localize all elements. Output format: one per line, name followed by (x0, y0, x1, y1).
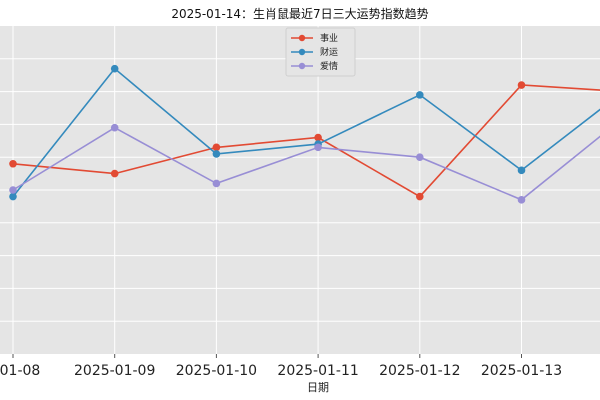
legend-marker (298, 48, 306, 56)
chart-title: 2025-01-14：生肖鼠最近7日三大运势指数趋势 (171, 6, 428, 21)
data-point (416, 153, 424, 161)
data-point (110, 64, 119, 73)
data-point (212, 143, 221, 152)
series-points (9, 64, 526, 204)
data-point (9, 192, 17, 201)
data-point (314, 143, 322, 152)
x-axis-ticks: 5-01-08 2025-01-09 2025-01-10 2025-01-11 202… (0, 354, 562, 379)
data-point (416, 192, 424, 201)
data-point (110, 123, 119, 132)
legend-marker (298, 62, 306, 70)
x-tick-label: 2025-01-11 (277, 363, 358, 379)
legend-label: 财运 (320, 46, 338, 58)
data-point (314, 133, 322, 142)
data-point (517, 196, 526, 204)
x-axis-label: 日期 (307, 381, 329, 394)
data-point (212, 179, 221, 188)
x-tick-label: 2025-01-12 (379, 363, 460, 379)
data-point (110, 169, 119, 178)
legend-marker (298, 34, 306, 42)
x-tick-label: 2025-01-10 (176, 363, 257, 379)
legend-label: 爱情 (320, 60, 338, 72)
legend-label: 事业 (320, 32, 338, 44)
data-point (517, 81, 526, 89)
data-point (517, 166, 526, 175)
data-point (416, 91, 424, 99)
data-point (212, 150, 221, 158)
data-point (9, 186, 17, 194)
data-point (9, 159, 17, 168)
x-tick-label: 2025-01-13 (481, 363, 562, 379)
x-tick-label: 5-01-08 (0, 363, 40, 379)
x-tick-label: 2025-01-09 (74, 363, 155, 379)
